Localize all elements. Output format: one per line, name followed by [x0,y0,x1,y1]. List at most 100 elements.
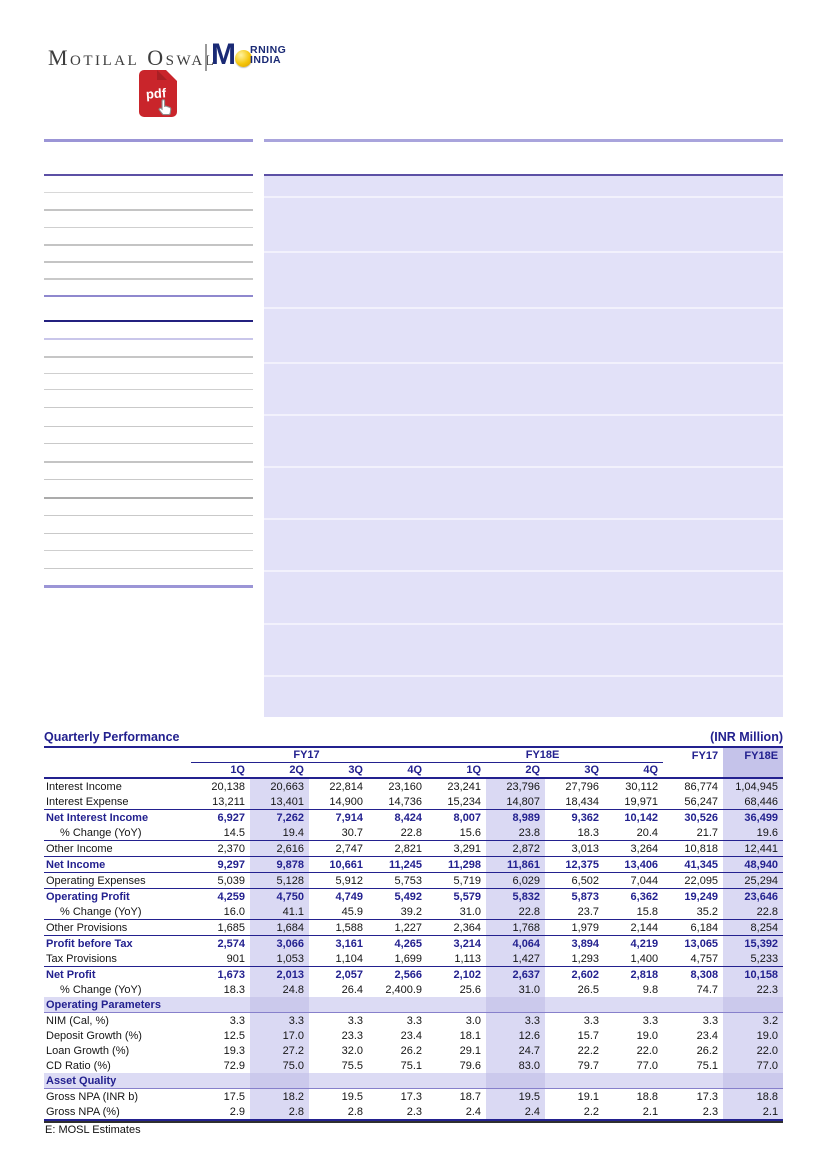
value-cell: 6,362 [604,888,664,904]
value-cell: 32.0 [341,1044,363,1057]
table-row: Operating Parameters [44,997,784,1013]
value-cell: 5,719 [427,872,487,889]
value-cell: 56,247 [684,795,719,808]
value-cell: 10,142 [604,809,664,825]
value-cell: 30,112 [625,780,659,793]
value-cell: 23.8 [486,825,546,841]
value-cell: 17.3 [400,1090,423,1103]
value-cell: 13,401 [250,794,309,810]
value-cell: 23,646 [723,888,784,904]
value-cell: 41.1 [250,904,309,920]
value-cell: 2.9 [191,1104,250,1121]
redacted-line [44,497,253,499]
content-stripe [264,466,783,468]
content-stripe [264,570,783,572]
value-cell: 5,233 [723,951,784,967]
section-cell [723,1073,784,1089]
redacted-line [44,174,253,176]
value-cell: 23.3 [341,1029,363,1042]
value-cell: 2,574 [191,935,250,951]
value-cell: 18.2 [250,1088,309,1104]
value-cell: 29.1 [459,1044,482,1057]
value-cell: 27.2 [250,1043,309,1058]
section-cell [604,997,664,1013]
value-cell: 1,673 [191,966,250,982]
value-cell: 2.2 [545,1104,605,1121]
value-cell: 5,492 [368,888,428,904]
value-cell: 2.8 [250,1104,309,1121]
value-cell: 5,128 [250,872,309,889]
value-cell: 11,298 [427,856,487,873]
value-cell: 12,441 [723,840,784,857]
value-cell: 19.0 [723,1028,784,1043]
value-cell: 22.8 [723,904,784,920]
value-cell: 22,814 [329,780,363,793]
morning-india-india: INDIA [250,54,282,66]
row-label: Tax Provisions [46,952,117,965]
value-cell: 15.8 [636,905,659,918]
redacted-line [44,407,253,408]
redacted-line [44,479,253,480]
value-cell: 48,940 [723,856,784,873]
value-cell: 15,392 [723,935,784,951]
value-cell: 25,294 [723,872,784,889]
redacted-line [44,192,253,193]
value-cell: 19.5 [486,1088,546,1104]
section-cell [191,997,250,1013]
row-label: Deposit Growth (%) [46,1029,142,1042]
redacted-line [264,139,783,142]
value-cell: 19.3 [223,1044,245,1057]
table-row: Other Provisions 1,685 1,684 1,588 1,227 2,36… [44,919,784,936]
row-label: Net Interest Income [44,809,191,825]
value-cell: 19.6 [723,825,784,841]
value-cell: 2,013 [250,966,309,982]
value-cell: 30.7 [341,826,363,839]
value-cell: 18.1 [459,1029,482,1042]
quarter-header: 3Q [545,762,605,779]
value-cell: 12.6 [486,1028,546,1043]
content-stripe [264,518,783,520]
value-cell: 2,821 [368,840,428,857]
table-row: Interest Income 20,138 20,663 22,814 23,160 2… [44,778,784,794]
value-cell: 14,807 [486,794,546,810]
value-cell: 19.4 [250,825,309,841]
pdf-download-icon[interactable]: pdf [139,70,177,117]
value-cell: 2,364 [427,919,487,936]
redacted-line [44,568,253,569]
redacted-line [264,174,783,176]
value-cell: 20,138 [211,780,245,793]
year-group-header-fy17: FY17 [191,748,428,763]
value-cell: 75.1 [400,1059,423,1072]
quarter-header: 4Q [604,762,664,779]
value-cell: 22.0 [723,1043,784,1058]
value-cell: 5,912 [309,872,368,889]
table-footnote: E: MOSL Estimates [45,1124,141,1136]
content-stripe [264,414,783,416]
value-cell: 22.2 [577,1044,600,1057]
value-cell: 2,370 [191,840,250,857]
value-cell: 8,308 [663,966,724,982]
table-row: Net Income 9,297 9,878 10,661 11,245 11,298 11… [44,856,784,873]
section-cell [368,997,428,1013]
value-cell: 18,434 [565,795,600,808]
value-cell: 23.7 [577,905,600,918]
value-cell: 11,245 [368,856,428,873]
row-label: Net Profit [44,966,191,982]
value-cell: 2.1 [723,1104,784,1121]
value-cell: 7,262 [250,809,309,825]
value-cell: 31.0 [486,982,546,997]
value-cell: 18.3 [223,983,245,996]
pdf-fold-flap [157,70,167,80]
table-row: Gross NPA (%) 2.9 2.8 2.8 2.3 2.4 2.4 2.2 2.1 2.3… [44,1104,784,1121]
value-cell: 9,362 [545,809,605,825]
row-label: % Change (YoY) [60,983,142,996]
value-cell: 26.5 [577,983,600,996]
morning-india-m: M [211,38,236,71]
value-cell: 2,602 [545,966,605,982]
value-cell: 1,979 [545,919,605,936]
table-title-bar: Quarterly Performance (INR Million) [44,726,783,748]
value-cell: 3,291 [427,840,487,857]
row-label: Gross NPA (%) [44,1104,191,1121]
value-cell: 13,406 [604,856,664,873]
value-cell: 18.7 [459,1090,482,1103]
